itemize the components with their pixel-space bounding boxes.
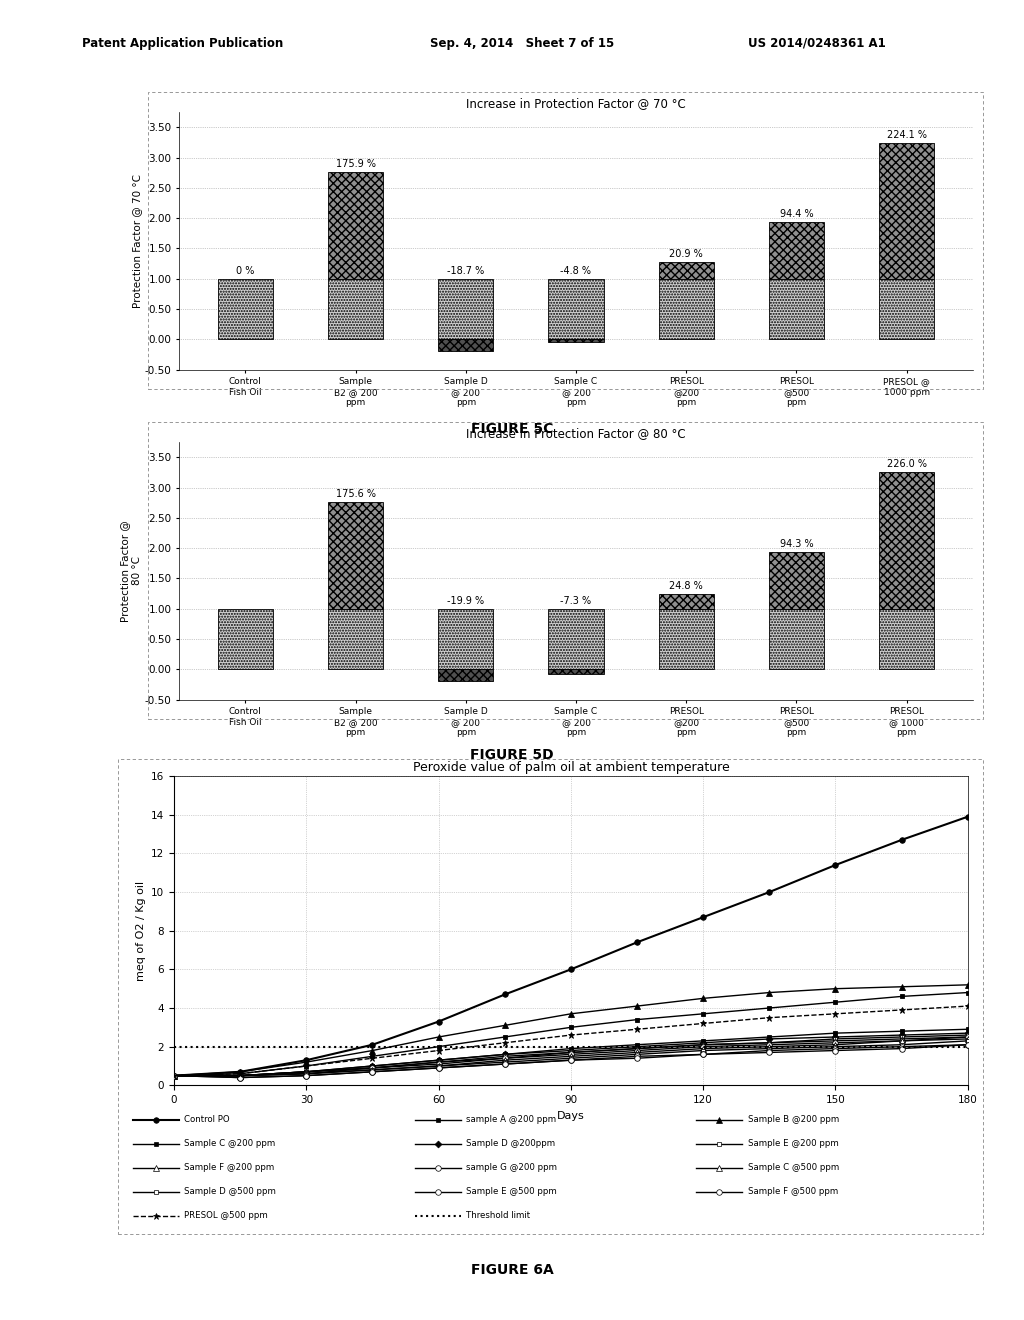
Bar [438,279,494,339]
Text: Sample C @500 ppm: Sample C @500 ppm [748,1163,839,1172]
X-axis label: Days: Days [557,1110,585,1121]
Bar [328,172,383,279]
Text: Sep. 4, 2014   Sheet 7 of 15: Sep. 4, 2014 Sheet 7 of 15 [430,37,614,50]
Bar [658,279,714,339]
Bar [769,279,824,339]
Text: 226.0 %: 226.0 % [887,459,927,469]
Bar [658,609,714,669]
Text: 94.3 %: 94.3 % [779,539,813,549]
Bar [769,609,824,669]
Text: -19.9 %: -19.9 % [447,595,484,606]
Text: FIGURE 5C: FIGURE 5C [471,422,553,437]
Bar [769,222,824,279]
Bar [438,339,494,351]
Bar [328,503,383,609]
Text: 224.1 %: 224.1 % [887,129,927,140]
Bar [549,609,603,669]
Text: 20.9 %: 20.9 % [670,249,703,260]
Text: US 2014/0248361 A1: US 2014/0248361 A1 [748,37,886,50]
Bar [549,669,603,673]
Text: sample A @200 ppm: sample A @200 ppm [466,1115,556,1125]
Bar [438,609,494,669]
Title: Increase in Protection Factor @ 80 °C: Increase in Protection Factor @ 80 °C [466,426,686,440]
Bar [880,609,934,669]
Bar [549,339,603,342]
Text: -18.7 %: -18.7 % [447,265,484,276]
Text: Sample D @500 ppm: Sample D @500 ppm [184,1187,276,1196]
Text: Sample D @200ppm: Sample D @200ppm [466,1139,555,1148]
Bar [880,471,934,609]
Bar [328,279,383,339]
Text: FIGURE 5D: FIGURE 5D [470,748,554,763]
Text: Sample C @200 ppm: Sample C @200 ppm [184,1139,275,1148]
Text: Threshold limit: Threshold limit [466,1212,530,1220]
Bar [658,594,714,609]
Y-axis label: meq of O2 / Kg oil: meq of O2 / Kg oil [135,880,145,981]
Text: -4.8 %: -4.8 % [560,265,592,276]
Text: 94.4 %: 94.4 % [779,209,813,219]
Text: Patent Application Publication: Patent Application Publication [82,37,284,50]
Text: sample G @200 ppm: sample G @200 ppm [466,1163,557,1172]
Text: 0 %: 0 % [237,265,255,276]
Y-axis label: Protection Factor @ 70 °C: Protection Factor @ 70 °C [132,174,142,308]
Text: Sample F @200 ppm: Sample F @200 ppm [184,1163,274,1172]
Text: Sample B @200 ppm: Sample B @200 ppm [748,1115,839,1125]
Bar [218,279,272,339]
Title: Peroxide value of palm oil at ambient temperature: Peroxide value of palm oil at ambient te… [413,760,729,774]
Bar [218,609,272,669]
Text: 175.9 %: 175.9 % [336,160,376,169]
Bar [438,669,494,681]
Text: 24.8 %: 24.8 % [670,581,703,591]
Bar [658,263,714,279]
Text: Sample E @500 ppm: Sample E @500 ppm [466,1187,557,1196]
Text: Control PO: Control PO [184,1115,230,1125]
Text: PRESOL @500 ppm: PRESOL @500 ppm [184,1212,268,1220]
Y-axis label: Protection Factor @
80 °C: Protection Factor @ 80 °C [121,520,142,622]
Bar [880,143,934,279]
Text: FIGURE 6A: FIGURE 6A [471,1263,553,1278]
Bar [880,279,934,339]
Text: 175.6 %: 175.6 % [336,490,376,499]
Bar [328,609,383,669]
Text: Sample F @500 ppm: Sample F @500 ppm [748,1187,838,1196]
Bar [549,279,603,339]
Bar [769,552,824,609]
Text: -7.3 %: -7.3 % [560,595,592,606]
Text: Sample E @200 ppm: Sample E @200 ppm [748,1139,839,1148]
Title: Increase in Protection Factor @ 70 °C: Increase in Protection Factor @ 70 °C [466,96,686,110]
